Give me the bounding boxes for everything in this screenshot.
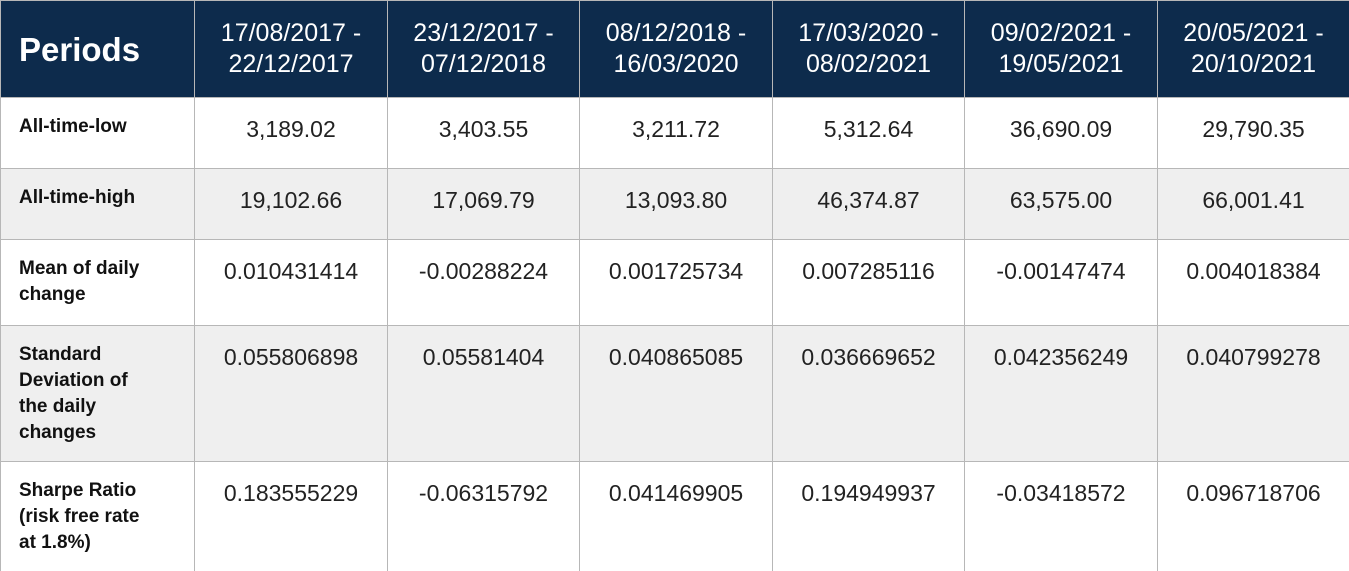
row-label-line: at 1.8%) <box>19 532 91 553</box>
row-sharpe-ratio: Sharpe Ratio (risk free rate at 1.8%) 0.18… <box>0 461 1349 571</box>
row-label: All-time-high <box>0 168 195 240</box>
table-cell: 29,790.35 <box>1157 97 1349 169</box>
period-start: 23/12/2017 - <box>413 19 554 47</box>
table-cell: 0.001725734 <box>579 239 773 326</box>
period-start: 17/03/2020 - <box>798 19 939 47</box>
period-end: 08/02/2021 <box>805 50 932 78</box>
period-end: 22/12/2017 <box>228 50 354 78</box>
period-end: 07/12/2018 <box>420 50 547 78</box>
period-start: 20/05/2021 - <box>1183 19 1324 47</box>
row-label: Standard Deviation of the daily changes <box>0 325 195 462</box>
row-mean-daily-change: Mean of daily change 0.010431414 -0.00288… <box>0 239 1349 326</box>
row-label-line: the daily <box>19 396 97 417</box>
header-row: Periods 17/08/2017 - 22/12/2017 23/12/201… <box>0 0 1349 98</box>
row-all-time-high: All-time-high 19,102.66 17,069.79 13,093… <box>0 168 1349 240</box>
row-label: All-time-low <box>0 97 195 169</box>
periods-header: Periods <box>0 0 195 98</box>
table-cell: 0.194949937 <box>772 461 965 571</box>
table-cell: 13,093.80 <box>579 168 773 240</box>
row-label-line: Sharpe Ratio <box>19 480 137 501</box>
period-header: 17/08/2017 - 22/12/2017 <box>194 0 388 98</box>
table-cell: 66,001.41 <box>1157 168 1349 240</box>
table-cell: -0.00288224 <box>387 239 580 326</box>
table-cell: 0.096718706 <box>1157 461 1349 571</box>
table-cell: 0.040865085 <box>579 325 773 462</box>
table-cell: 0.004018384 <box>1157 239 1349 326</box>
table-cell: 0.183555229 <box>194 461 388 571</box>
table-cell: 3,189.02 <box>194 97 388 169</box>
period-header: 09/02/2021 - 19/05/2021 <box>964 0 1158 98</box>
table-cell: 0.041469905 <box>579 461 773 571</box>
table-cell: 36,690.09 <box>964 97 1158 169</box>
table-cell: 19,102.66 <box>194 168 388 240</box>
table-cell: 17,069.79 <box>387 168 580 240</box>
period-start: 17/08/2017 - <box>220 19 362 47</box>
table-cell: 0.055806898 <box>194 325 388 462</box>
row-label-line: Deviation of <box>19 370 128 391</box>
period-header: 20/05/2021 - 20/10/2021 <box>1157 0 1349 98</box>
table-cell: 0.007285116 <box>772 239 965 326</box>
period-end: 16/03/2020 <box>613 50 739 78</box>
table-cell: 63,575.00 <box>964 168 1158 240</box>
table-cell: 0.036669652 <box>772 325 965 462</box>
period-header: 08/12/2018 - 16/03/2020 <box>579 0 773 98</box>
table-cell: 0.040799278 <box>1157 325 1349 462</box>
row-label-line: change <box>19 284 86 305</box>
period-header: 23/12/2017 - 07/12/2018 <box>387 0 580 98</box>
table-cell: 3,403.55 <box>387 97 580 169</box>
row-standard-deviation: Standard Deviation of the daily changes 0.0… <box>0 325 1349 462</box>
table-cell: 0.05581404 <box>387 325 580 462</box>
table-cell: 5,312.64 <box>772 97 965 169</box>
row-label: Mean of daily change <box>0 239 195 326</box>
period-end: 20/10/2021 <box>1190 50 1317 78</box>
row-label-line: Mean of daily <box>19 258 140 279</box>
table-cell: 0.042356249 <box>964 325 1158 462</box>
table-cell: -0.06315792 <box>387 461 580 571</box>
row-label-line: changes <box>19 422 97 443</box>
period-header: 17/03/2020 - 08/02/2021 <box>772 0 965 98</box>
period-end: 19/05/2021 <box>998 50 1124 78</box>
row-label-line: (risk free rate <box>19 506 140 527</box>
table-cell: -0.00147474 <box>964 239 1158 326</box>
period-start: 08/12/2018 - <box>605 19 747 47</box>
row-label: Sharpe Ratio (risk free rate at 1.8%) <box>0 461 195 571</box>
table-cell: 0.010431414 <box>194 239 388 326</box>
table-cell: -0.03418572 <box>964 461 1158 571</box>
period-start: 09/02/2021 - <box>990 19 1132 47</box>
table-cell: 46,374.87 <box>772 168 965 240</box>
row-all-time-low: All-time-low 3,189.02 3,403.55 3,211.72 … <box>0 97 1349 169</box>
row-label-line: Standard <box>19 344 102 365</box>
table-cell: 3,211.72 <box>579 97 773 169</box>
